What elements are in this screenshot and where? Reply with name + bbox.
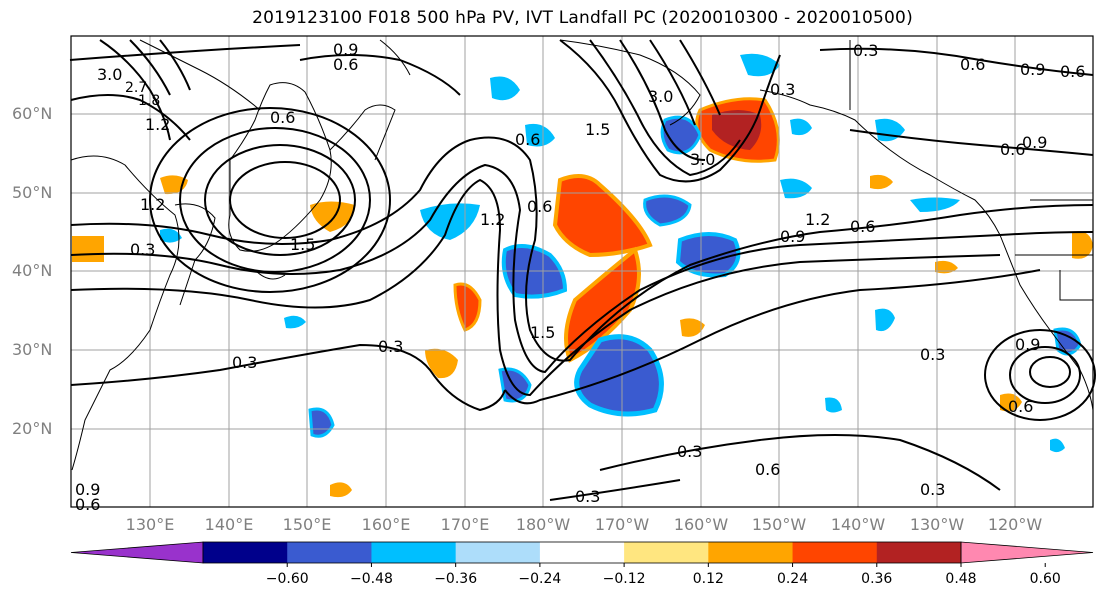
contour-labels: 3.0 2.7 1.8 1.2 0.6 0.9 0.6 0.3 0.6 1.5 … xyxy=(75,40,1085,514)
contour-label: 0.6 xyxy=(1000,140,1025,159)
colorbar-extend-left xyxy=(70,541,204,564)
colorbar-segment xyxy=(876,542,962,563)
contour-label: 0.3 xyxy=(920,345,945,364)
contour-label: 0.3 xyxy=(920,480,945,499)
contour-label: 1.2 xyxy=(145,115,170,134)
lat-label: 60°N xyxy=(12,104,53,123)
map-title: 2019123100 F018 500 hPa PV, IVT Landfall… xyxy=(252,8,913,28)
colorbar-segment xyxy=(455,542,541,563)
contour-label: 0.6 xyxy=(333,55,358,74)
lat-label: 40°N xyxy=(12,261,53,280)
colorbar-tick-label: 0.60 xyxy=(1029,571,1061,587)
contour-label: 0.9 xyxy=(75,480,100,499)
graticule xyxy=(71,36,1093,507)
lat-label: 20°N xyxy=(12,419,53,438)
lon-label: 130°W xyxy=(909,515,965,534)
contour-label: 0.6 xyxy=(960,55,985,74)
contour-label: 1.5 xyxy=(290,235,315,254)
lat-label: 50°N xyxy=(12,183,53,202)
colorbar-segment xyxy=(708,542,794,563)
contour-label: 0.6 xyxy=(1008,397,1033,416)
contour-label: 0.9 xyxy=(1022,133,1047,152)
pv-contours xyxy=(69,39,1096,501)
lon-label: 160°W xyxy=(673,515,729,534)
colorbar-tick-label: 0.24 xyxy=(776,571,809,587)
contour-label: 1.8 xyxy=(138,93,160,109)
colorbar-segment xyxy=(203,542,288,563)
lon-label: 140°E xyxy=(204,515,254,534)
lon-label: 140°W xyxy=(830,515,886,534)
contour-label: 1.2 xyxy=(805,210,830,229)
lon-label: 120°W xyxy=(987,515,1043,534)
colorbar-segment xyxy=(792,542,878,563)
colorbar-segment xyxy=(539,542,625,563)
contour-label: 0.3 xyxy=(575,487,600,506)
contour-label: 0.9 xyxy=(1020,60,1045,79)
contour-label: 0.6 xyxy=(527,197,552,216)
contour-label: 0.9 xyxy=(780,227,805,246)
colorbar-tick-label: −0.24 xyxy=(518,571,562,587)
colorbar-tick-label: −0.12 xyxy=(602,571,646,587)
colorbar-extend-right xyxy=(960,541,1094,564)
contour-label: 0.6 xyxy=(850,217,875,236)
colorbar-segment xyxy=(287,542,372,563)
colorbar-tick-label: −0.48 xyxy=(349,571,393,587)
colorbar-segment xyxy=(371,542,457,563)
colorbar-frame xyxy=(202,541,962,564)
contour-label: 0.6 xyxy=(270,108,295,127)
colorbar xyxy=(70,541,1094,567)
colorbar-tick-label: 0.48 xyxy=(945,571,977,587)
contour-label: 0.3 xyxy=(130,240,155,259)
lon-label: 170°E xyxy=(440,515,490,534)
contour-label: 0.6 xyxy=(75,495,100,514)
lon-label: 160°E xyxy=(361,515,411,534)
lon-label: 170°W xyxy=(594,515,650,534)
coastlines xyxy=(70,39,1094,471)
lon-label: 150°E xyxy=(282,515,332,534)
lat-label: 30°N xyxy=(12,340,53,359)
contour-label: 3.0 xyxy=(690,150,715,169)
contour-label: 0.3 xyxy=(677,442,702,461)
anomaly-shading xyxy=(72,53,1093,498)
colorbar-tick-label: −0.60 xyxy=(265,571,309,587)
colorbar-tick-label: 0.12 xyxy=(692,571,724,587)
contour-label: 1.5 xyxy=(530,323,555,342)
contour-label: 1.2 xyxy=(140,195,165,214)
contour-label: 0.6 xyxy=(1060,62,1085,81)
contour-label: 0.9 xyxy=(1015,335,1040,354)
contour-label: 1.2 xyxy=(480,210,505,229)
contour-label: 0.6 xyxy=(515,130,540,149)
colorbar-tick-label: 0.36 xyxy=(861,571,893,587)
contour-label: 3.0 xyxy=(648,87,673,106)
contour-label: 0.6 xyxy=(755,460,780,479)
lon-label: 150°W xyxy=(751,515,807,534)
colorbar-segment xyxy=(624,542,709,563)
contour-label: 0.3 xyxy=(853,41,878,60)
map-frame xyxy=(70,35,1094,508)
lon-label: 130°E xyxy=(125,515,175,534)
contour-label: 0.3 xyxy=(378,337,403,356)
lon-label: 180°W xyxy=(515,515,571,534)
contour-label: 3.0 xyxy=(97,65,122,84)
contour-label: 0.3 xyxy=(232,353,257,372)
contour-label: 0.9 xyxy=(333,40,358,59)
contour-label: 2.7 xyxy=(125,80,147,96)
contour-label: 0.3 xyxy=(770,80,795,99)
contour-label: 1.5 xyxy=(585,120,610,139)
colorbar-tick-label: −0.36 xyxy=(434,571,478,587)
